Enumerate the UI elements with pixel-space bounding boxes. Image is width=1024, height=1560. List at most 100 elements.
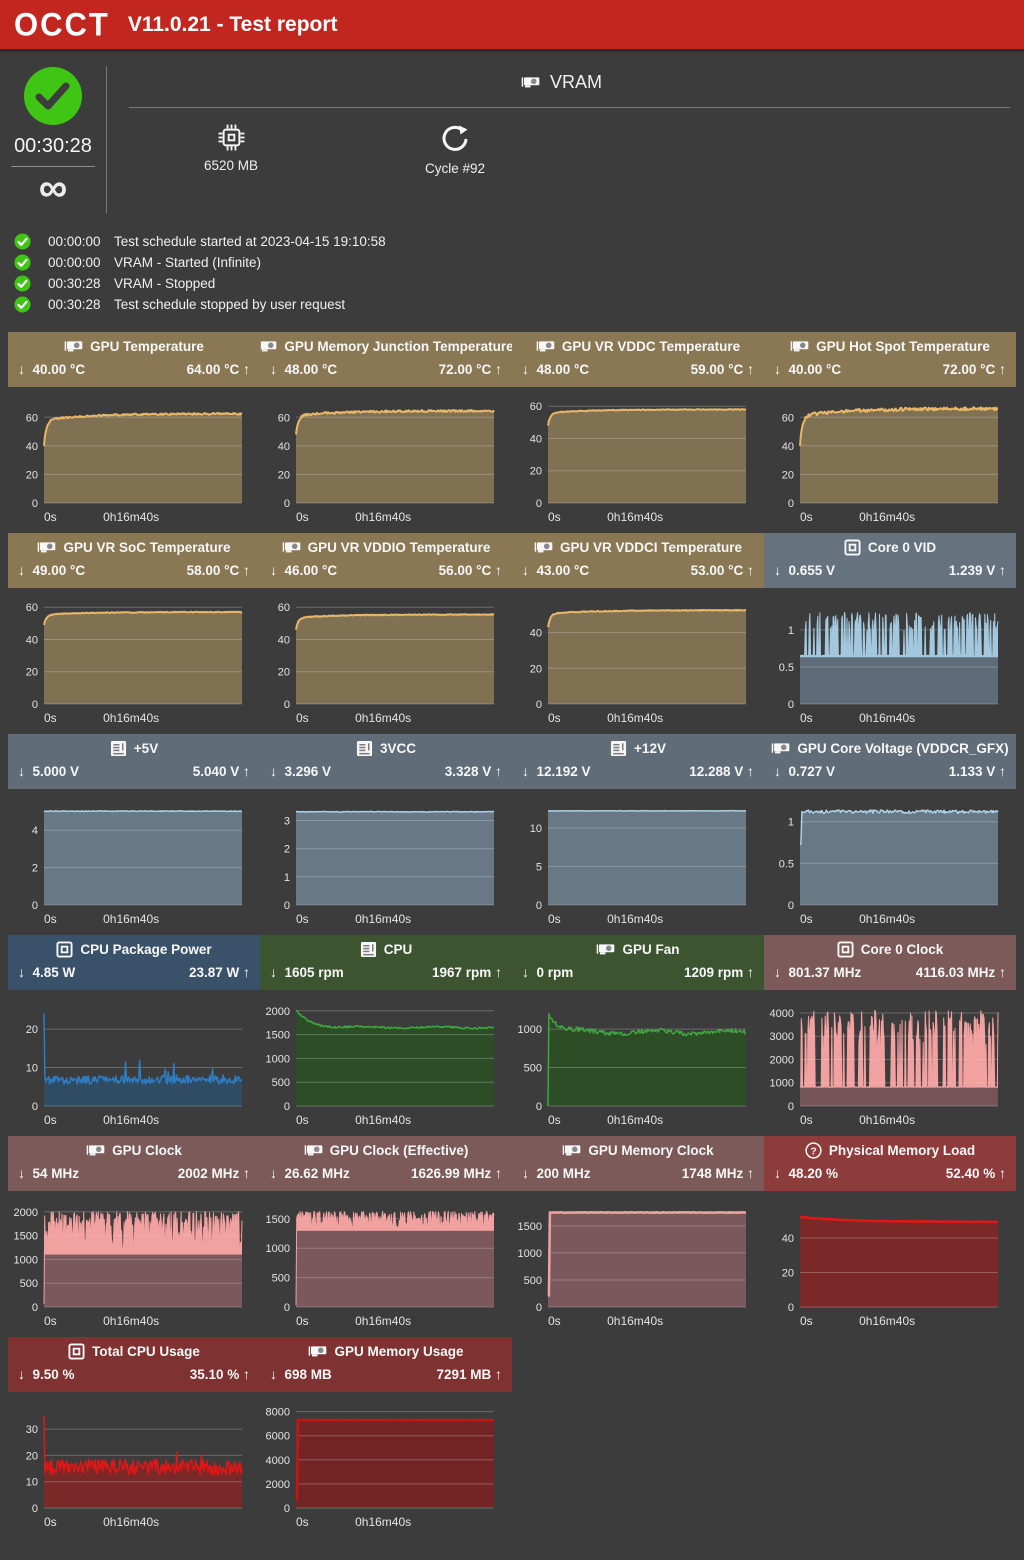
max-arrow-icon: ↑ (243, 964, 250, 980)
svg-text:0h16m40s: 0h16m40s (103, 912, 159, 926)
svg-text:0: 0 (788, 1302, 794, 1314)
chart-gpu-core-voltage-vddcr-gfx[interactable]: 0 0.5 1 0s 0h16m40s (764, 797, 1016, 931)
svg-text:0h16m40s: 0h16m40s (607, 912, 663, 926)
test-stats: 6520 MB Cycle #92 (107, 124, 1016, 176)
max-arrow-icon: ↑ (495, 562, 502, 578)
svg-text:0: 0 (536, 699, 542, 711)
min-value: ↓ 48.20 % (774, 1165, 839, 1181)
min-arrow-icon: ↓ (18, 1165, 25, 1181)
log-row: 00:00:00 Test schedule started at 2023-0… (0, 231, 1024, 252)
max-arrow-icon: ↑ (999, 562, 1006, 578)
chart-gpu-clock-effective[interactable]: 0 500 1000 1500 0s 0h16m40s (260, 1199, 512, 1333)
question-icon: ? (805, 1142, 822, 1159)
infinite-duration-icon: ∞ (38, 166, 68, 210)
max-value: 1626.99 MHz ↑ (410, 1165, 502, 1181)
chart-cpu[interactable]: 0 500 1000 1500 2000 0s 0h16m40s (260, 998, 512, 1132)
svg-text:60: 60 (530, 401, 542, 413)
max-value: 64.00 °C ↑ (186, 361, 250, 377)
svg-text:0h16m40s: 0h16m40s (103, 1515, 159, 1529)
svg-text:0h16m40s: 0h16m40s (355, 912, 411, 926)
panel-minmax: ↓ 40.00 °C 72.00 °C ↑ (764, 361, 1016, 377)
min-value: ↓ 801.37 MHz (774, 964, 862, 980)
svg-text:?: ? (810, 1146, 816, 1157)
chart-gpu-vr-soc-temperature[interactable]: 0 20 40 60 0s 0h16m40s (8, 596, 260, 730)
check-icon (14, 233, 31, 250)
min-arrow-icon: ↓ (522, 562, 529, 578)
gpu-icon (536, 340, 555, 353)
chart-physical-memory-load[interactable]: 0 20 40 0s 0h16m40s (764, 1199, 1016, 1333)
panel-header: GPU Clock (8, 1136, 260, 1165)
min-value: ↓ 0.727 V (774, 763, 836, 779)
svg-text:0: 0 (32, 498, 38, 510)
panel-band: GPU Temperature ↓ 40.00 °C 64.00 °C ↑ GPU M… (8, 332, 1016, 387)
panel-title: 3VCC (379, 741, 416, 756)
svg-text:0s: 0s (296, 711, 309, 725)
chart-gpu-memory-usage[interactable]: 0 2000 4000 6000 8000 0s 0h16m40s (260, 1400, 512, 1534)
min-value: ↓ 1605 rpm (270, 964, 344, 980)
max-arrow-icon: ↑ (243, 1366, 250, 1382)
min-arrow-icon: ↓ (774, 361, 781, 377)
svg-text:0: 0 (788, 699, 794, 711)
max-value: 12.288 V ↑ (689, 763, 754, 779)
chart-gpu-hot-spot-temperature[interactable]: 0 20 40 60 0s 0h16m40s (764, 395, 1016, 529)
panel-minmax: ↓ 12.192 V 12.288 V ↑ (512, 763, 764, 779)
panel-core-0-vid: Core 0 VID ↓ 0.655 V 1.239 V ↑ (764, 533, 1016, 588)
svg-text:4: 4 (32, 825, 38, 837)
max-arrow-icon: ↑ (243, 1165, 250, 1181)
log-row: 00:00:00 VRAM - Started (Infinite) (0, 252, 1024, 273)
stat-label: 6520 MB (203, 158, 259, 173)
chart-12v[interactable]: 0 5 10 0s 0h16m40s (512, 797, 764, 931)
chart-core-0-clock[interactable]: 0 1000 2000 3000 4000 0s 0h16m40s (764, 998, 1016, 1132)
chart-gpu-vr-vddc-temperature[interactable]: 0 20 40 60 0s 0h16m40s (512, 395, 764, 529)
chart-gpu-clock[interactable]: 0 500 1000 1500 2000 0s 0h16m40s (8, 1199, 260, 1333)
chart-gpu-memory-junction-temperature[interactable]: 0 20 40 60 0s 0h16m40s (260, 395, 512, 529)
chart-core-0-vid[interactable]: 0 0.5 1 0s 0h16m40s (764, 596, 1016, 730)
panel-header: CPU Package Power (8, 935, 260, 964)
chart-gpu-vr-vddci-temperature[interactable]: 0 20 40 0s 0h16m40s (512, 596, 764, 730)
panel-minmax: ↓ 698 MB 7291 MB ↑ (260, 1366, 512, 1382)
svg-text:0s: 0s (800, 1314, 813, 1328)
max-value: 58.00 °C ↑ (186, 562, 250, 578)
chart-cpu-package-power[interactable]: 0 10 20 0s 0h16m40s (8, 998, 260, 1132)
log-row: 00:30:28 Test schedule stopped by user r… (0, 294, 1024, 315)
svg-text:0s: 0s (296, 1515, 309, 1529)
panel-gpu-fan: GPU Fan ↓ 0 rpm 1209 rpm ↑ (512, 935, 764, 990)
chart-gpu-vr-vddio-temperature[interactable]: 0 20 40 60 0s 0h16m40s (260, 596, 512, 730)
svg-text:2: 2 (284, 844, 290, 856)
chart-gpu-fan[interactable]: 0 500 1000 0s 0h16m40s (512, 998, 764, 1132)
min-value: ↓ 698 MB (270, 1366, 332, 1382)
panel-title: GPU Memory Usage (334, 1344, 464, 1359)
svg-text:5: 5 (536, 862, 542, 874)
mobo-icon (360, 941, 377, 958)
panel-12v: +12V ↓ 12.192 V 12.288 V ↑ (512, 734, 764, 789)
check-icon (14, 254, 31, 271)
svg-text:1500: 1500 (266, 1030, 290, 1042)
chart-3vcc[interactable]: 0 1 2 3 0s 0h16m40s (260, 797, 512, 931)
chart-5v[interactable]: 0 2 4 0s 0h16m40s (8, 797, 260, 931)
svg-text:0.5: 0.5 (779, 662, 794, 674)
chart-gpu-memory-clock[interactable]: 0 500 1000 1500 0s 0h16m40s (512, 1199, 764, 1333)
panel-minmax: ↓ 54 MHz 2002 MHz ↑ (8, 1165, 260, 1181)
panel-gpu-temperature: GPU Temperature ↓ 40.00 °C 64.00 °C ↑ (8, 332, 260, 387)
min-arrow-icon: ↓ (522, 361, 529, 377)
app-titlebar: OCCT V11.0.21 - Test report (0, 0, 1024, 52)
test-title: VRAM (107, 72, 1016, 93)
panel-minmax: ↓ 0 rpm 1209 rpm ↑ (512, 964, 764, 980)
svg-text:0h16m40s: 0h16m40s (859, 912, 915, 926)
panel-gpu-clock: GPU Clock ↓ 54 MHz 2002 MHz ↑ (8, 1136, 260, 1191)
panel-minmax: ↓ 9.50 % 35.10 % ↑ (8, 1366, 260, 1382)
min-value: ↓ 12.192 V (522, 763, 591, 779)
chart-gpu-temperature[interactable]: 0 20 40 60 0s 0h16m40s (8, 395, 260, 529)
panel-minmax: ↓ 0.655 V 1.239 V ↑ (764, 562, 1016, 578)
max-arrow-icon: ↑ (495, 1366, 502, 1382)
panel-band: CPU Package Power ↓ 4.85 W 23.87 W ↑ CPU ↓ 1… (8, 935, 1016, 990)
svg-text:1500: 1500 (518, 1221, 542, 1233)
min-arrow-icon: ↓ (774, 1165, 781, 1181)
svg-text:0s: 0s (548, 1314, 561, 1328)
stat-memory-amount: 6520 MB (135, 124, 327, 176)
panel-title: CPU (383, 942, 413, 957)
chart-total-cpu-usage[interactable]: 0 10 20 30 0s 0h16m40s (8, 1400, 260, 1534)
svg-text:0: 0 (536, 498, 542, 510)
app-logo: OCCT (14, 5, 110, 43)
log-row: 00:30:28 VRAM - Stopped (0, 273, 1024, 294)
